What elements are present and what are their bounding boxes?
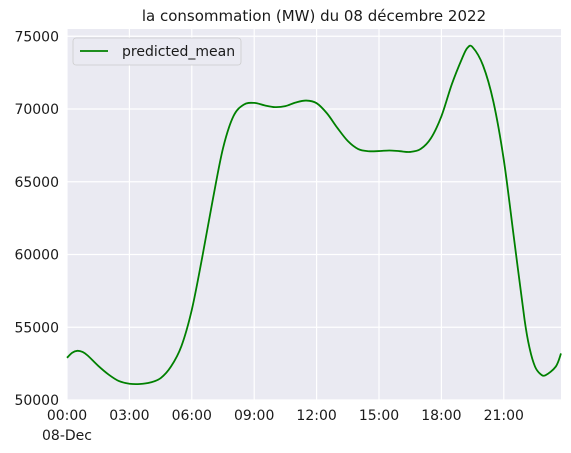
y-tick-label: 50000 — [14, 393, 59, 409]
y-tick-label: 60000 — [14, 248, 59, 264]
y-tick-label: 70000 — [14, 102, 59, 118]
series-layer — [66, 44, 562, 386]
legend-box — [72, 37, 242, 66]
x-gridlines — [66, 29, 505, 400]
y-axis: 50000 55000 60000 65000 70000 75000 — [14, 29, 59, 409]
x-tick-label: 00:00 — [47, 408, 87, 424]
x-tick-label: 15:00 — [359, 408, 399, 424]
plot-background — [67, 29, 561, 400]
y-tick-label: 65000 — [14, 175, 59, 191]
x-tick-label: 06:00 — [172, 408, 212, 424]
x-tick-label: 21:00 — [484, 408, 524, 424]
series-line-predicted-mean — [66, 44, 562, 386]
legend: predicted_mean — [72, 37, 242, 66]
x-tick-label: 18:00 — [421, 408, 461, 424]
x-tick-label: 09:00 — [234, 408, 274, 424]
y-tick-label: 55000 — [14, 320, 59, 336]
y-gridlines — [67, 35, 561, 401]
x-tick-label: 12:00 — [296, 408, 336, 424]
y-tick-label: 75000 — [14, 29, 59, 45]
x-tick-sublabel: 08-Dec — [42, 428, 92, 444]
legend-label-predicted-mean: predicted_mean — [122, 44, 235, 60]
x-axis: 00:00 08-Dec 03:00 06:00 09:00 12:00 15:00 18:0… — [42, 408, 524, 444]
x-tick-label: 03:00 — [109, 408, 149, 424]
chart-title: la consommation (MW) du 08 décembre 2022 — [142, 7, 486, 25]
